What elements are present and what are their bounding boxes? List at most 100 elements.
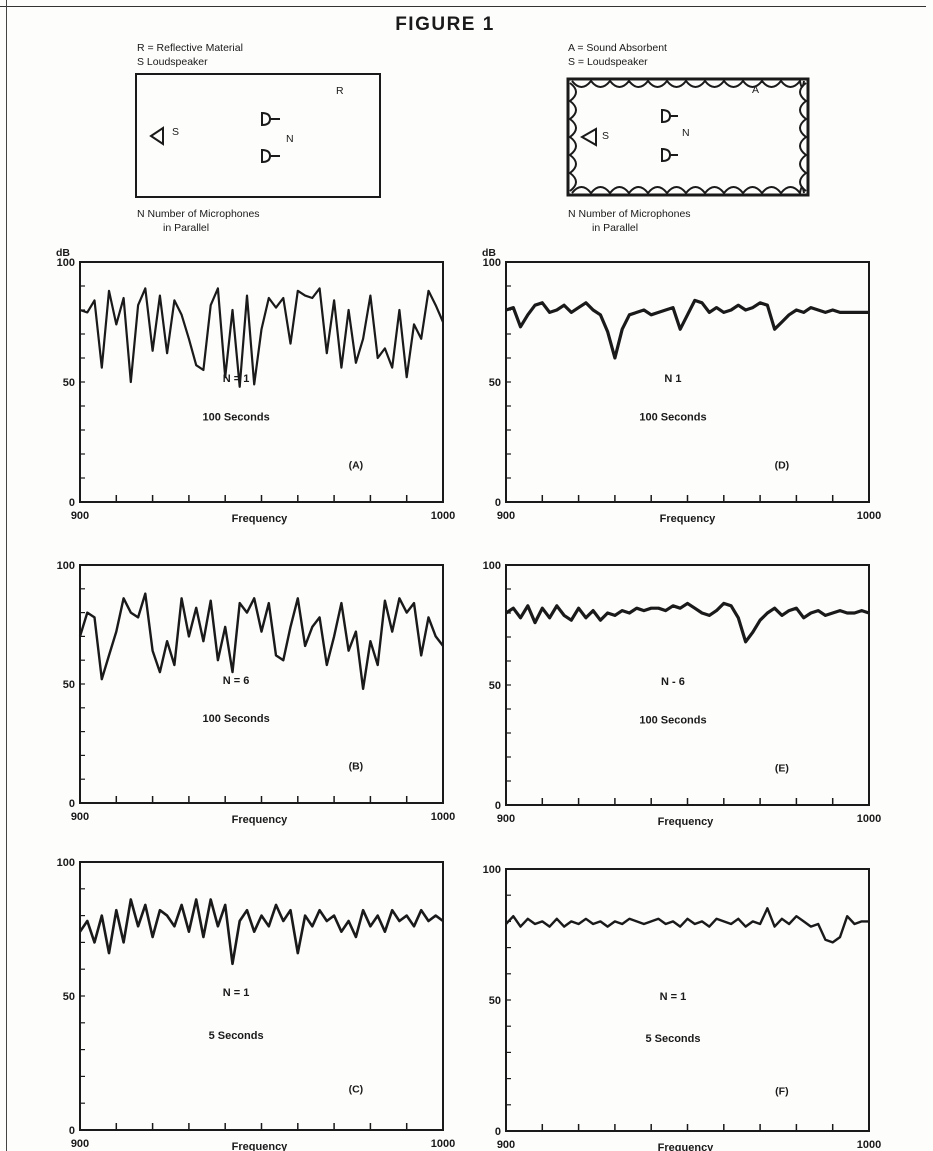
series-line-C [78, 898, 444, 966]
absorber-top [571, 78, 805, 88]
x-tick-label: 900 [71, 510, 89, 522]
y-tick-label: 50 [489, 680, 501, 692]
annotation-n: N = 1 [223, 987, 250, 999]
label-reflective-r: R [336, 85, 344, 97]
annotation-duration: 100 Seconds [639, 714, 706, 726]
mic-count-note-right-cont: in Parallel [592, 222, 639, 234]
y-tick-label: 100 [57, 257, 75, 269]
x-axis-label: Frequency [232, 1141, 289, 1151]
annotation-duration: 5 Seconds [645, 1033, 700, 1045]
legend-loudspeaker: S Loudspeaker [137, 56, 208, 68]
panel-label: (C) [349, 1083, 364, 1095]
panel-label: (A) [349, 459, 364, 471]
annotation-duration: 5 Seconds [209, 1030, 264, 1042]
y-tick-label: 100 [483, 864, 501, 876]
absorber-bottom [571, 186, 805, 196]
y-tick-label: 0 [69, 1125, 75, 1137]
legend-reflective: R = Reflective Material [137, 42, 243, 54]
annotation-n: N = 1 [223, 373, 250, 385]
y-tick-label: 50 [489, 995, 501, 1007]
x-axis-label: Frequency [658, 816, 715, 828]
plot-frame-E [505, 564, 870, 806]
label-microphones-n: N [286, 133, 294, 145]
plot-frame-F [505, 868, 870, 1132]
annotation-duration: 100 Seconds [202, 411, 269, 423]
x-axis-label: Frequency [658, 1142, 715, 1151]
annotation-n: N 1 [664, 373, 681, 385]
legend-loudspeaker-right: S = Loudspeaker [568, 56, 648, 68]
annotation-duration: 100 Seconds [639, 411, 706, 423]
panel-label: (F) [775, 1085, 788, 1097]
room-symbols [149, 111, 280, 164]
x-tick-label: 900 [497, 1139, 515, 1151]
y-tick-label: 50 [63, 991, 75, 1003]
label-speaker-s-right: S [602, 130, 610, 142]
y-tick-label: 50 [63, 679, 75, 691]
label-absorbent-a: A [752, 84, 760, 96]
series-line-A [79, 287, 445, 388]
y-tick-label: 100 [57, 857, 75, 869]
absorber-right [799, 82, 808, 192]
plot-frame-D [505, 261, 870, 503]
label-speaker-s: S [172, 126, 180, 138]
x-axis-label: Frequency [232, 814, 289, 826]
reflective-room-diagram: R S N [135, 73, 381, 198]
y-axis-label: dB [56, 247, 70, 259]
y-tick-label: 0 [69, 497, 75, 509]
x-tick-label: 900 [497, 510, 515, 522]
microphone-icon [261, 111, 280, 127]
loudspeaker-icon [149, 126, 164, 146]
x-tick-label: 1000 [857, 510, 881, 522]
y-tick-label: 100 [483, 560, 501, 572]
mic-count-note-right: N Number of Microphones [568, 208, 691, 220]
series-line-F [505, 907, 869, 944]
plot-frame-C [79, 861, 444, 1131]
annotation-n: N - 6 [661, 676, 685, 688]
x-tick-label: 1000 [857, 1139, 881, 1151]
series-line-E [505, 601, 870, 644]
microphone-icon [661, 108, 678, 124]
y-tick-label: 100 [57, 560, 75, 572]
y-tick-label: 0 [495, 800, 501, 812]
x-axis-label: Frequency [232, 513, 289, 525]
y-axis-label: dB [482, 247, 496, 259]
microphone-icon [261, 148, 280, 164]
x-axis-label: Frequency [660, 513, 717, 525]
panel-label: (E) [775, 762, 789, 774]
annotation-n: N = 6 [223, 675, 250, 687]
x-tick-label: 900 [497, 813, 515, 825]
annotation-duration: 100 Seconds [202, 713, 269, 725]
x-tick-label: 1000 [431, 811, 455, 823]
series-line-B [78, 592, 444, 690]
mic-count-note-cont: in Parallel [163, 222, 210, 234]
absorbent-room-diagram: A S N [566, 77, 810, 197]
x-tick-label: 1000 [431, 510, 455, 522]
y-tick-label: 0 [495, 1126, 501, 1138]
mic-count-note: N Number of Microphones [137, 208, 260, 220]
x-tick-label: 1000 [857, 813, 881, 825]
frame-left-rule [6, 0, 7, 1151]
y-tick-label: 100 [483, 257, 501, 269]
absorber-left [568, 82, 577, 192]
absorbent-room-walls [566, 77, 810, 197]
x-tick-label: 900 [71, 811, 89, 823]
frame-top-rule [0, 6, 926, 7]
y-tick-label: 0 [495, 497, 501, 509]
series-line-D [505, 298, 869, 360]
y-tick-label: 0 [69, 798, 75, 810]
panel-label: (B) [349, 761, 364, 773]
plot-frame-B [79, 564, 444, 804]
plot-frame-A [79, 261, 444, 503]
figure-title: FIGURE 1 [395, 14, 495, 35]
annotation-n: N = 1 [660, 991, 687, 1003]
x-tick-label: 1000 [431, 1138, 455, 1150]
y-tick-label: 50 [63, 377, 75, 389]
legend-absorbent: A = Sound Absorbent [568, 42, 667, 54]
x-tick-label: 900 [71, 1138, 89, 1150]
microphone-icon [661, 147, 678, 163]
loudspeaker-icon [579, 127, 597, 147]
label-microphones-n-right: N [682, 127, 690, 139]
y-tick-label: 50 [489, 377, 501, 389]
